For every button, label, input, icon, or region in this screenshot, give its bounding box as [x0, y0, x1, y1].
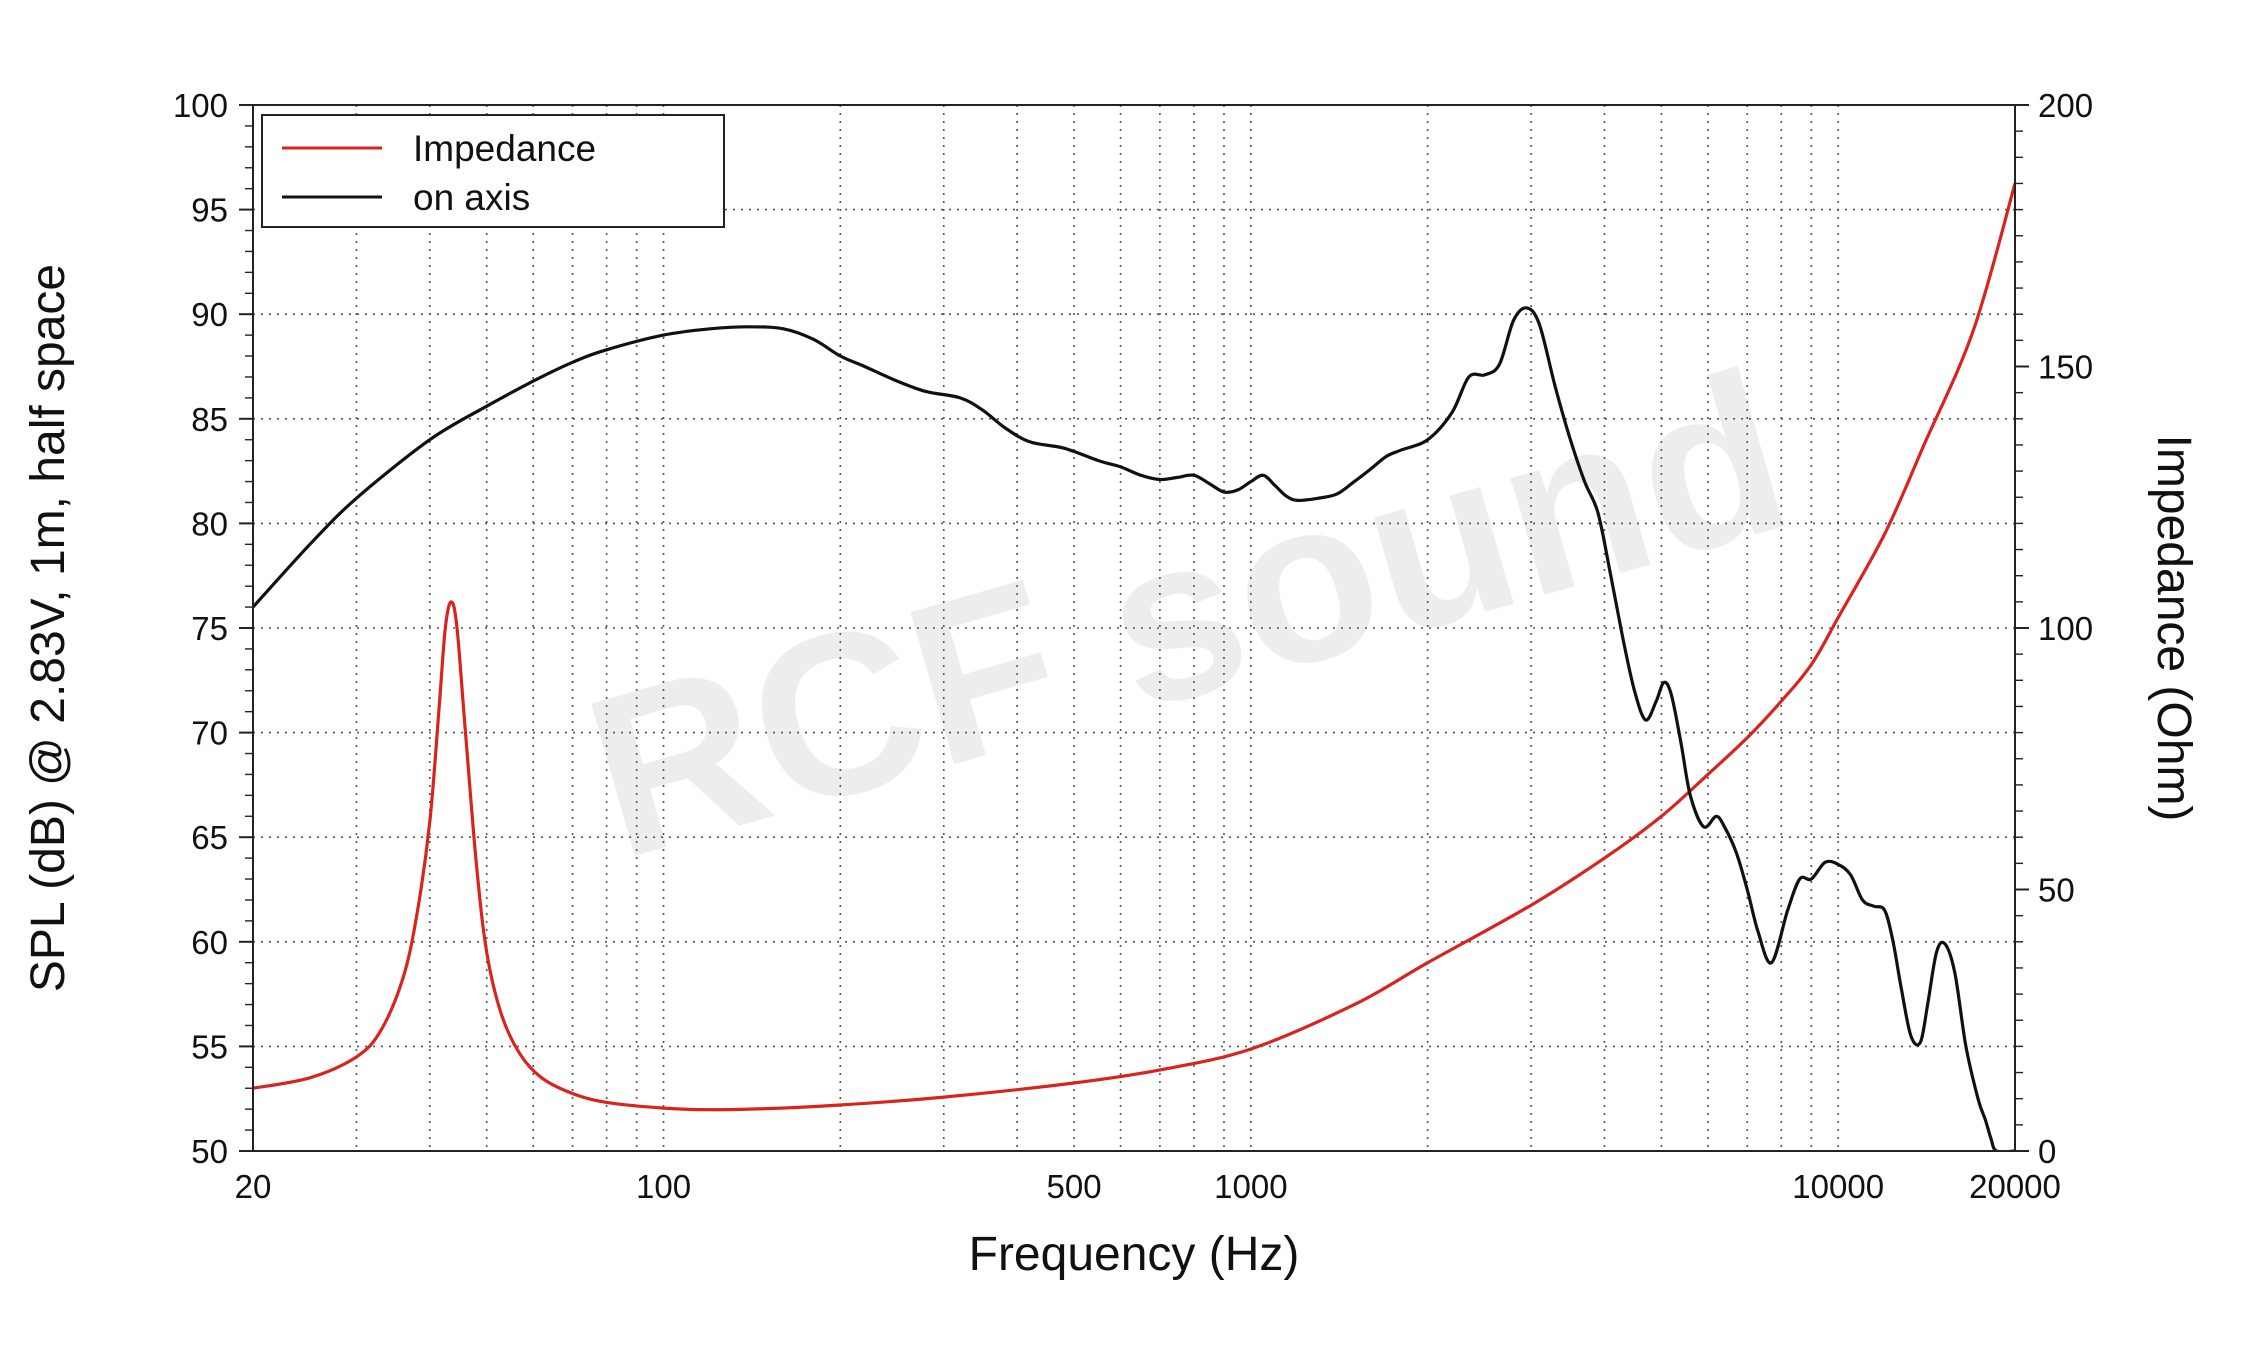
- x-tick-label: 100: [636, 1168, 691, 1205]
- legend: Impedance on axis: [261, 114, 725, 228]
- x-axis-ticks: 20 100 500 1000 10000 20000: [235, 1168, 2061, 1205]
- y-tick-label: 80: [191, 505, 228, 542]
- y-tick-label: 50: [191, 1133, 228, 1170]
- x-tick-label: 1000: [1214, 1168, 1287, 1205]
- y2-tick-label: 200: [2038, 87, 2093, 124]
- y-tick-label: 65: [191, 819, 228, 856]
- y2-tick-label: 100: [2038, 610, 2093, 647]
- x-tick-label: 20: [235, 1168, 272, 1205]
- y-tick-label: 55: [191, 1028, 228, 1065]
- y2-axis-ticks: 0 50 100 150 200: [2015, 87, 2093, 1170]
- grid: [253, 105, 2015, 1151]
- y-tick-label: 60: [191, 924, 228, 961]
- y2-axis-title: Impedance (Ohm): [2147, 435, 2200, 822]
- y-axis-title: SPL (dB) @ 2.83V, 1m, half space: [22, 264, 75, 992]
- x-tick-label: 20000: [1969, 1168, 2061, 1205]
- y2-tick-label: 150: [2038, 349, 2093, 386]
- series-line-on-axis: [253, 306, 2015, 1151]
- y-tick-label: 95: [191, 192, 228, 229]
- y-tick-label: 100: [173, 87, 228, 124]
- curves: [253, 182, 2015, 1151]
- legend-box: [261, 114, 725, 228]
- legend-label-impedance: Impedance: [413, 128, 596, 169]
- x-tick-label: 500: [1047, 1168, 1102, 1205]
- y2-tick-label: 50: [2038, 872, 2075, 909]
- y-tick-label: 75: [191, 610, 228, 647]
- series-line-impedance: [253, 182, 2015, 1112]
- y-axis-ticks: 50 55 60 65 70 75 80 85 90 95 100: [173, 87, 253, 1170]
- y-tick-label: 70: [191, 715, 228, 752]
- x-axis-title: Frequency (Hz): [969, 1228, 1300, 1281]
- x-tick-label: 10000: [1792, 1168, 1884, 1205]
- y-tick-label: 85: [191, 401, 228, 438]
- y2-tick-label: 0: [2038, 1133, 2056, 1170]
- legend-label-on-axis: on axis: [413, 177, 530, 218]
- y-tick-label: 90: [191, 296, 228, 333]
